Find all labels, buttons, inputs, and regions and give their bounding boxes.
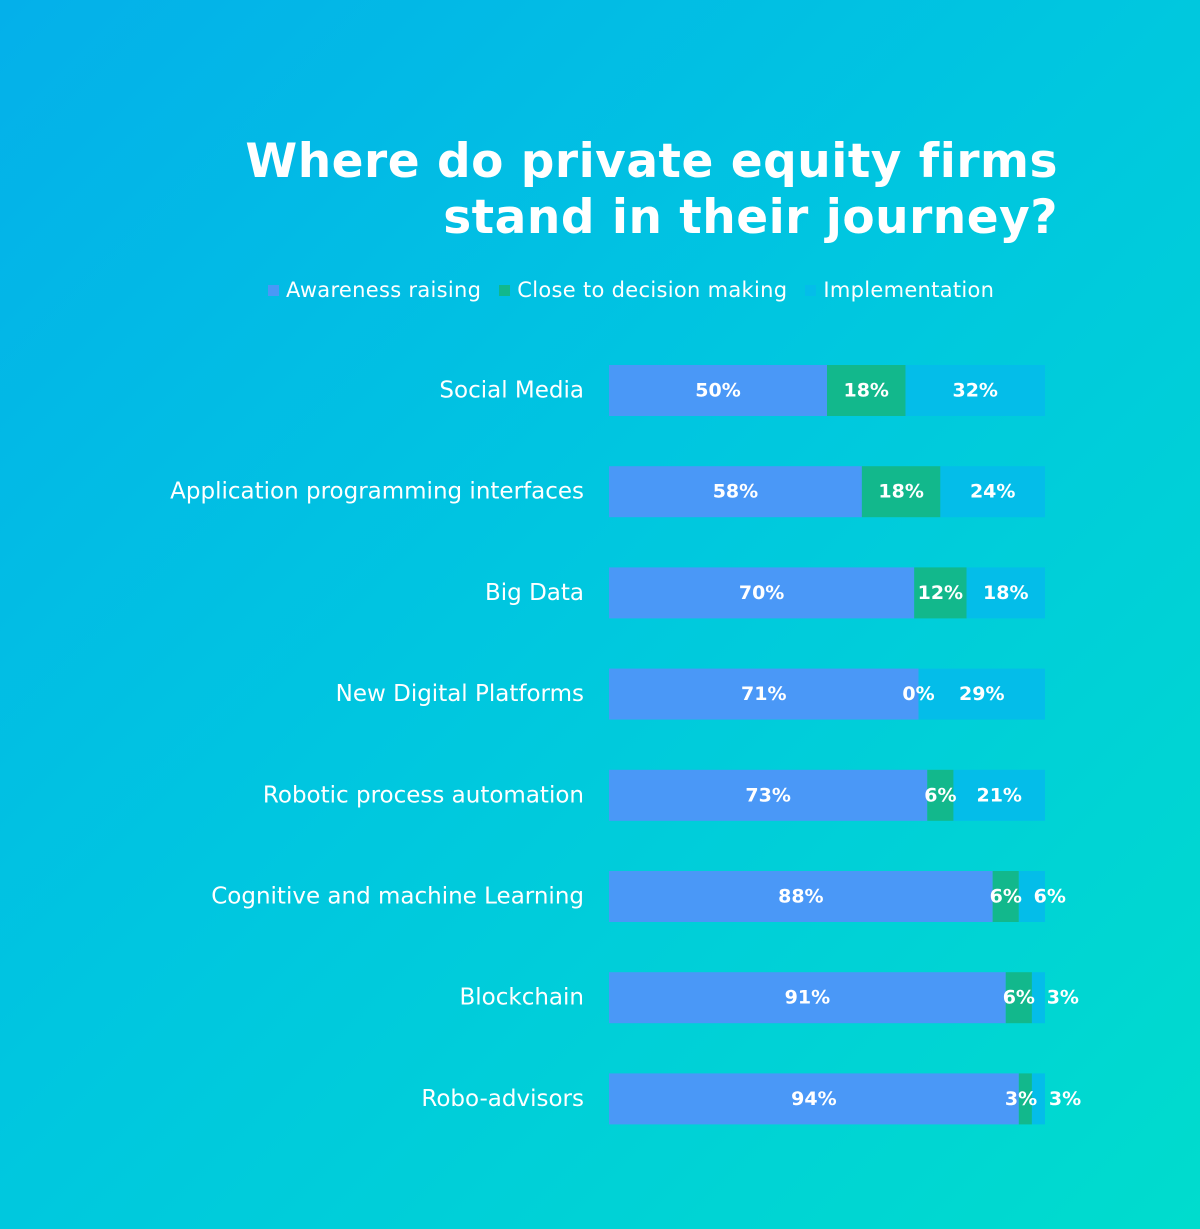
value-label-big-data-close-to-decision-making: 12% (918, 582, 963, 604)
legend-item-awareness: Awareness raising (268, 278, 481, 302)
bar-new-digital-platforms-implementation (918, 668, 1045, 720)
value-label-social-media-close-to-decision-making: 18% (843, 380, 888, 402)
chart-title-line-1: Where do private equity firms (245, 134, 1058, 189)
category-label-new-digital-platforms: New Digital Platforms (336, 681, 584, 707)
value-label-robo-advisors-awareness-raising: 94% (791, 1088, 836, 1110)
bar-robo-advisors-close-to-decision-making (1018, 1073, 1032, 1125)
chart-title: Where do private equity firms stand in t… (158, 134, 1058, 246)
category-label-blockchain: Blockchain (460, 985, 585, 1011)
bar-new-digital-platforms-awareness-raising (609, 668, 919, 720)
category-label-cognitive-and-machine-learning: Cognitive and machine Learning (211, 884, 584, 910)
value-label-robo-advisors-close-to-decision-making: 3% (1005, 1088, 1037, 1110)
legend-item-decision: Close to decision making (499, 278, 787, 302)
value-label-robotic-process-automation-awareness-raising: 73% (745, 784, 790, 806)
value-label-blockchain-close-to-decision-making: 6% (1003, 987, 1035, 1009)
value-label-blockchain-implementation: 3% (1047, 987, 1079, 1009)
bar-social-media-implementation (905, 365, 1045, 416)
bar-big-data-implementation (966, 567, 1045, 619)
bar-robotic-process-automation-implementation (953, 769, 1045, 821)
bar-robotic-process-automation-close-to-decision-making (927, 769, 954, 821)
value-label-robo-advisors-implementation: 3% (1049, 1088, 1081, 1110)
category-label-big-data: Big Data (485, 580, 584, 606)
chart-title-line-2: stand in their journey? (443, 190, 1058, 245)
bar-robo-advisors-implementation (1031, 1073, 1045, 1125)
category-label-robotic-process-automation: Robotic process automation (263, 782, 584, 808)
bar-robotic-process-automation-awareness-raising (609, 769, 928, 821)
bar-robo-advisors-awareness-raising (609, 1073, 1019, 1125)
bar-cognitive-and-machine-learning-close-to-decision-making (992, 871, 1019, 922)
bar-big-data-awareness-raising (609, 567, 915, 619)
bar-social-media-awareness-raising (609, 365, 827, 416)
bar-application-programming-interfaces-close-to-decision-making (861, 466, 941, 518)
category-label-social-media: Social Media (439, 378, 584, 404)
legend: Awareness raising Close to decision maki… (268, 276, 1012, 304)
legend-item-implementation: Implementation (805, 278, 994, 302)
value-label-new-digital-platforms-awareness-raising: 71% (741, 683, 786, 705)
value-label-application-programming-interfaces-awareness-raising: 58% (713, 481, 758, 503)
value-label-new-digital-platforms-implementation: 29% (959, 683, 1004, 705)
legend-swatch-implementation (805, 284, 817, 296)
legend-swatch-awareness (268, 284, 279, 296)
value-label-social-media-implementation: 32% (952, 380, 997, 402)
value-label-cognitive-and-machine-learning-close-to-decision-making: 6% (990, 886, 1022, 908)
value-label-cognitive-and-machine-learning-implementation: 6% (1034, 886, 1066, 908)
legend-swatch-decision (499, 284, 511, 296)
category-label-application-programming-interfaces: Application programming interfaces (170, 479, 584, 505)
bar-cognitive-and-machine-learning-implementation (1018, 871, 1045, 922)
value-label-cognitive-and-machine-learning-awareness-raising: 88% (778, 886, 823, 908)
value-label-application-programming-interfaces-implementation: 24% (970, 481, 1015, 503)
category-label-robo-advisors: Robo-advisors (421, 1086, 584, 1112)
legend-label-decision: Close to decision making (517, 278, 788, 302)
bar-blockchain-awareness-raising (609, 972, 1006, 1024)
bar-cognitive-and-machine-learning-awareness-raising (609, 871, 993, 922)
value-label-application-programming-interfaces-close-to-decision-making: 18% (878, 481, 923, 503)
legend-label-awareness: Awareness raising (286, 278, 482, 302)
bar-application-programming-interfaces-awareness-raising (609, 466, 862, 518)
value-label-big-data-awareness-raising: 70% (739, 582, 784, 604)
value-label-robotic-process-automation-close-to-decision-making: 6% (924, 784, 956, 806)
value-label-social-media-awareness-raising: 50% (695, 380, 740, 402)
value-label-big-data-implementation: 18% (983, 582, 1028, 604)
legend-label-implementation: Implementation (823, 278, 995, 302)
value-label-robotic-process-automation-implementation: 21% (976, 784, 1021, 806)
value-label-new-digital-platforms-close-to-decision-making: 0% (902, 683, 934, 705)
bar-social-media-close-to-decision-making (827, 365, 906, 416)
bar-big-data-close-to-decision-making (914, 567, 967, 619)
value-label-blockchain-awareness-raising: 91% (785, 987, 830, 1009)
bar-application-programming-interfaces-implementation (940, 466, 1045, 518)
bar-blockchain-implementation (1031, 972, 1045, 1024)
bar-blockchain-close-to-decision-making (1005, 972, 1032, 1024)
